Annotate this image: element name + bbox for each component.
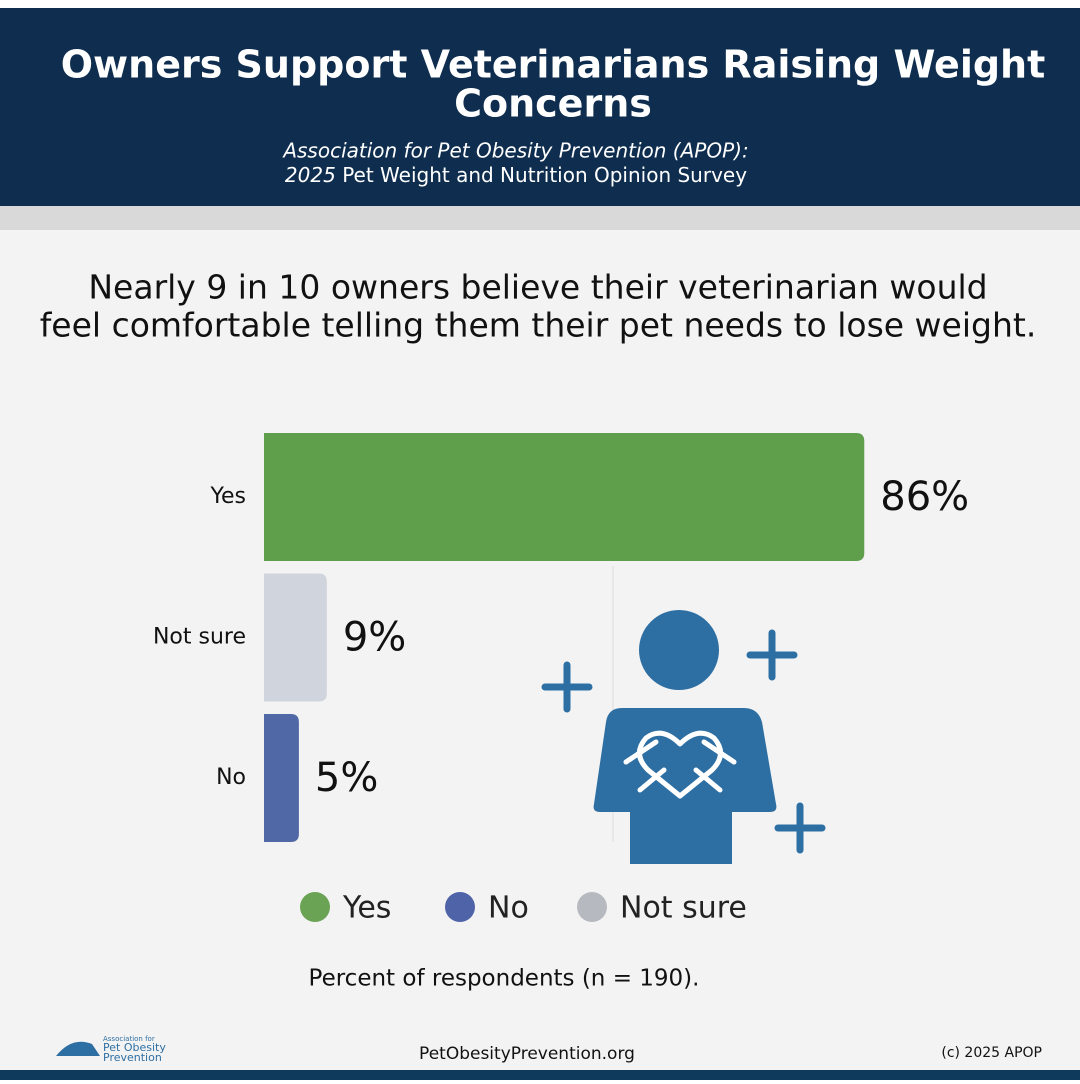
header-band bbox=[0, 8, 1080, 206]
category-label: Not sure bbox=[153, 625, 246, 650]
headline: feel comfortable telling them their pet … bbox=[40, 306, 1037, 345]
copyright: (c) 2025 APOP bbox=[941, 1045, 1042, 1061]
value-label: 86% bbox=[880, 474, 969, 520]
subtitle: Association for Pet Obesity Prevention (… bbox=[281, 139, 748, 163]
logo-text: Association for bbox=[103, 1035, 155, 1043]
subtitle-rest: Pet Weight and Nutrition Opinion Survey bbox=[342, 163, 747, 187]
value-label: 9% bbox=[343, 615, 406, 661]
subtitle-year: 2025 bbox=[285, 163, 336, 187]
title: Owners Support Veterinarians Raising Wei… bbox=[61, 43, 1046, 87]
legend-label: Yes bbox=[342, 891, 391, 926]
legend-swatch bbox=[577, 892, 607, 922]
category-label: No bbox=[216, 765, 246, 790]
subtitle: 2025 Pet Weight and Nutrition Opinion Su… bbox=[285, 163, 747, 187]
legend-swatch bbox=[300, 892, 330, 922]
headline: Nearly 9 in 10 owners believe their vete… bbox=[88, 268, 987, 307]
logo-mark bbox=[56, 1041, 100, 1056]
logo-text: Prevention bbox=[103, 1051, 162, 1064]
website: PetObesityPrevention.org bbox=[419, 1044, 635, 1064]
legend-label: Not sure bbox=[620, 891, 747, 926]
logo-text: Pet Obesity bbox=[103, 1041, 166, 1054]
top-edge bbox=[0, 0, 1080, 8]
category-label: Yes bbox=[209, 484, 246, 509]
legend-label: No bbox=[488, 891, 529, 926]
person-heart-icon bbox=[541, 610, 826, 864]
bar bbox=[264, 433, 865, 561]
header-strip bbox=[0, 206, 1080, 230]
chart-note: Percent of respondents (n = 190). bbox=[309, 966, 700, 992]
title: Concerns bbox=[454, 82, 652, 126]
legend-swatch bbox=[445, 892, 475, 922]
bar bbox=[264, 714, 299, 842]
footer-band bbox=[0, 1070, 1080, 1080]
value-label: 5% bbox=[315, 755, 378, 801]
logo: Association for Pet Obesity Prevention bbox=[56, 1035, 166, 1064]
bar bbox=[264, 573, 327, 702]
